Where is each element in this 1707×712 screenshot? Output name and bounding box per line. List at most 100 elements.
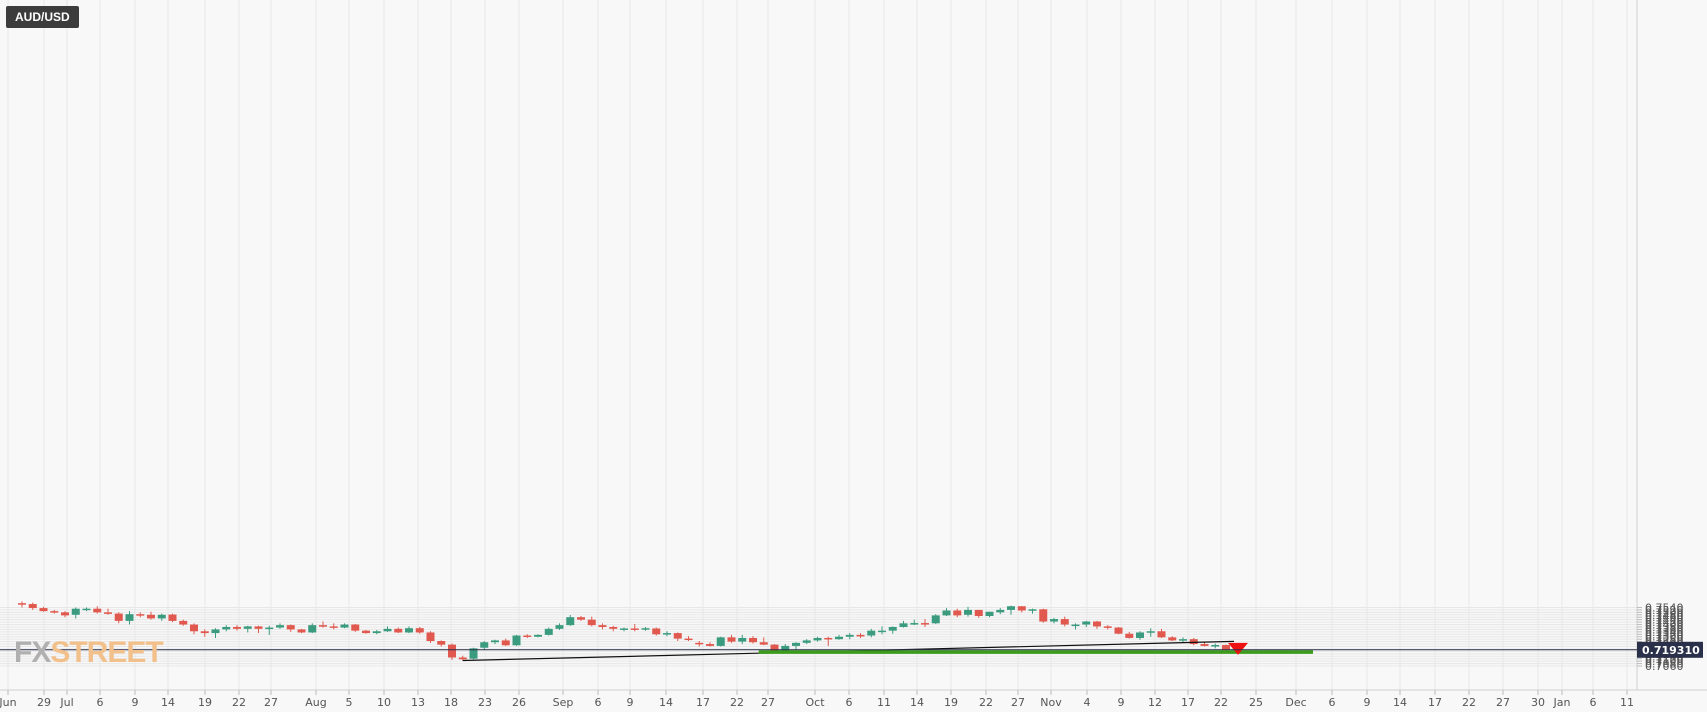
candle-body bbox=[749, 637, 757, 643]
y-tick-label: 0.7340 bbox=[1645, 626, 1684, 639]
x-tick-label: 14 bbox=[910, 696, 924, 709]
x-tick-label: Sep bbox=[553, 696, 574, 709]
candle-body bbox=[587, 619, 596, 626]
candle-body bbox=[469, 648, 478, 659]
x-tick-label: 23 bbox=[478, 696, 492, 709]
candle-body bbox=[136, 614, 145, 616]
x-tick-label: 27 bbox=[761, 696, 775, 709]
x-tick-label: 6 bbox=[595, 696, 602, 709]
x-tick-label: 22 bbox=[1214, 696, 1228, 709]
fxstreet-logo: FXSTREET bbox=[14, 636, 164, 669]
candle-body bbox=[878, 630, 886, 633]
x-tick-label: Jan bbox=[1553, 696, 1571, 709]
candle-body bbox=[921, 623, 929, 625]
symbol-label: AUD/USD bbox=[6, 6, 79, 28]
candle-body bbox=[620, 628, 628, 630]
x-tick-label: 18 bbox=[444, 696, 458, 709]
candle-body bbox=[996, 609, 1005, 613]
y-tick-label: 0.7100 bbox=[1645, 655, 1684, 668]
x-tick-label: Dec bbox=[1285, 696, 1306, 709]
candle-body bbox=[125, 614, 134, 621]
x-tick-label: 6 bbox=[97, 696, 104, 709]
candle-body bbox=[845, 634, 854, 637]
candle-body bbox=[1093, 621, 1101, 627]
x-tick-label: 14 bbox=[161, 696, 175, 709]
x-tick-label: 27 bbox=[1496, 696, 1510, 709]
candle-body bbox=[104, 612, 112, 614]
candle-body bbox=[114, 613, 123, 621]
x-tick-label: 11 bbox=[877, 696, 891, 709]
candle-body bbox=[415, 628, 424, 633]
x-tick-label: 17 bbox=[696, 696, 710, 709]
candle-body bbox=[1157, 631, 1166, 638]
x-tick-label: 12 bbox=[1148, 696, 1162, 709]
x-tick-label: 19 bbox=[198, 696, 212, 709]
candle-body bbox=[512, 635, 521, 646]
x-tick-label: 9 bbox=[627, 696, 634, 709]
x-tick-label: Nov bbox=[1040, 696, 1062, 709]
x-tick-label: 17 bbox=[1428, 696, 1442, 709]
x-tick-label: 19 bbox=[944, 696, 958, 709]
candle-body bbox=[297, 629, 306, 633]
candle-body bbox=[792, 642, 800, 646]
candle-body bbox=[222, 626, 231, 630]
candle-body bbox=[985, 611, 994, 614]
candle-body bbox=[899, 623, 908, 627]
candle-body bbox=[50, 611, 59, 613]
candle-body bbox=[1168, 637, 1177, 641]
x-tick-label: 9 bbox=[1118, 696, 1125, 709]
x-axis: Jun 29 Jul 6 9 14 19 22 27 Aug 5 10 13 18 23 26 Sep 6 9 14 1… bbox=[0, 690, 1634, 709]
y-tick-label: 0.7460 bbox=[1645, 611, 1684, 624]
candle-body bbox=[276, 625, 284, 628]
candle-body bbox=[233, 626, 241, 629]
y-tick-label: 0.7420 bbox=[1645, 616, 1684, 629]
candle-body bbox=[383, 628, 392, 632]
candle-body bbox=[781, 645, 790, 652]
x-tick-label: Oct bbox=[805, 696, 825, 709]
candle-body bbox=[813, 637, 822, 641]
candle-body bbox=[1125, 633, 1134, 638]
candle-body bbox=[1071, 624, 1080, 627]
x-tick-label: 30 bbox=[1531, 696, 1545, 709]
down-arrow-icon bbox=[1228, 642, 1248, 655]
candle-body bbox=[1082, 621, 1091, 625]
candle-body bbox=[501, 640, 510, 646]
candle-body bbox=[1060, 619, 1069, 625]
candle-body bbox=[82, 608, 91, 611]
candle-body bbox=[200, 631, 209, 634]
candle-body bbox=[544, 628, 553, 635]
candle-body bbox=[93, 608, 102, 613]
candle-body bbox=[641, 628, 650, 630]
x-tick-label: 6 bbox=[1329, 696, 1336, 709]
candle-body bbox=[437, 641, 446, 645]
candle-body bbox=[716, 637, 725, 646]
candle-body bbox=[931, 615, 940, 624]
candle-body bbox=[706, 644, 714, 646]
last-price-value: 0.719310 bbox=[1642, 644, 1700, 657]
candle-body bbox=[759, 642, 768, 645]
annotations bbox=[462, 640, 1313, 662]
candle-body bbox=[824, 637, 833, 640]
candle-body bbox=[61, 612, 69, 616]
candle-body bbox=[372, 631, 381, 634]
last-price-tag bbox=[1637, 641, 1703, 658]
candle-body bbox=[1222, 645, 1230, 650]
x-tick-label: 14 bbox=[1393, 696, 1407, 709]
candle-body bbox=[1146, 631, 1155, 633]
last-price-marker: 0.719310 bbox=[0, 641, 1703, 658]
candle-body bbox=[942, 610, 951, 616]
x-tick-label: Aug bbox=[305, 696, 326, 709]
x-tick-label: 26 bbox=[512, 696, 526, 709]
candle-body bbox=[147, 614, 155, 619]
candle-body bbox=[727, 637, 736, 642]
candle-body bbox=[856, 634, 865, 637]
candle-body bbox=[888, 626, 897, 631]
candle-body bbox=[964, 609, 972, 615]
y-tick-label: 0.7060 bbox=[1645, 660, 1684, 673]
x-tick-label: 6 bbox=[846, 696, 853, 709]
candle-body bbox=[340, 624, 349, 628]
candle-body bbox=[286, 625, 295, 630]
candle-body bbox=[684, 638, 693, 641]
